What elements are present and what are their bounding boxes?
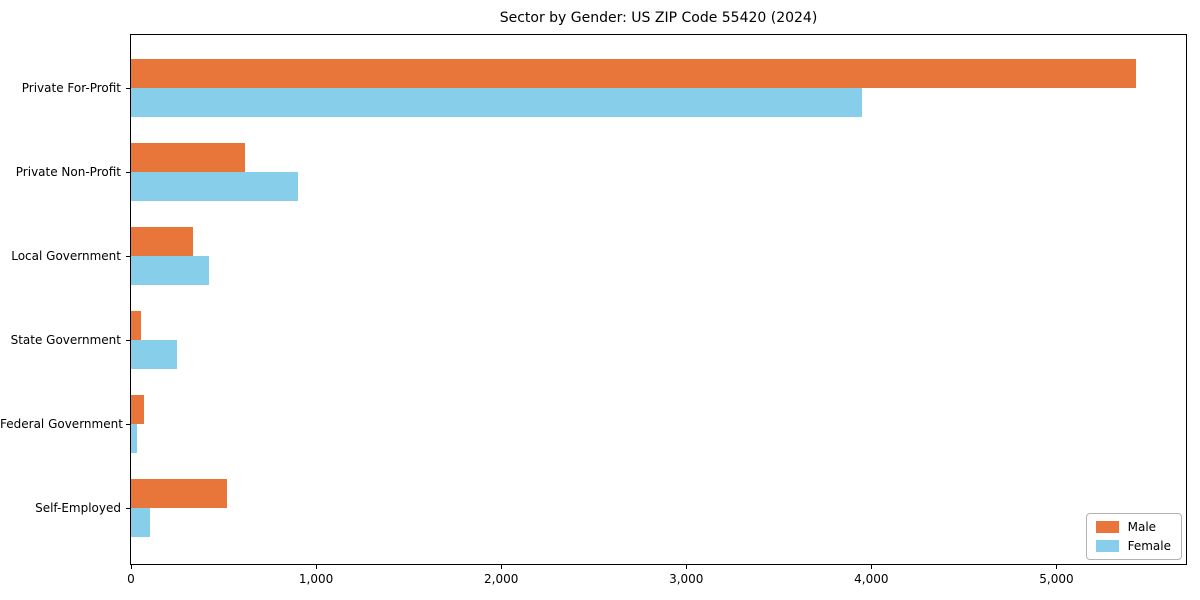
x-tick xyxy=(686,565,688,569)
legend-label-female: Female xyxy=(1127,539,1171,553)
bar-female-4 xyxy=(131,340,178,369)
bar-male-6 xyxy=(131,479,228,508)
legend-entry-male: Male xyxy=(1095,520,1171,534)
x-tick xyxy=(501,565,503,569)
y-axis-label: Private Non-Profit xyxy=(15,165,121,179)
x-tick-label: 1,000 xyxy=(298,572,334,586)
x-tick-label: 2,000 xyxy=(483,572,519,586)
bar-female-1 xyxy=(131,88,863,117)
x-tick-label: 0 xyxy=(127,572,135,586)
x-tick-label: 5,000 xyxy=(1039,572,1074,586)
bar-female-2 xyxy=(131,172,298,201)
y-tick xyxy=(126,508,130,509)
y-tick xyxy=(126,424,130,425)
y-tick xyxy=(126,172,130,173)
legend-label-male: Male xyxy=(1127,520,1157,534)
x-tick-label: 3,000 xyxy=(669,572,704,586)
y-axis-label: State Government xyxy=(10,333,121,347)
x-tick xyxy=(1056,565,1058,569)
bar-female-6 xyxy=(131,508,150,537)
bar-male-4 xyxy=(131,311,142,340)
y-axis-label: Federal Government xyxy=(0,417,123,431)
x-tick-label: 4,000 xyxy=(854,572,889,586)
x-tick xyxy=(871,565,873,569)
x-tick xyxy=(131,565,132,569)
bar-male-1 xyxy=(131,59,1137,88)
legend-entry-female: Female xyxy=(1095,539,1171,553)
y-tick xyxy=(126,88,130,89)
bar-female-5 xyxy=(131,424,138,453)
male-legend-swatch xyxy=(1095,521,1119,533)
y-axis-label: Local Government xyxy=(11,249,121,263)
bar-male-2 xyxy=(131,143,245,172)
bar-male-3 xyxy=(131,227,193,256)
y-axis-label: Self-Employed xyxy=(35,501,121,515)
y-axis-label: Private For-Profit xyxy=(21,81,121,95)
legend: Male Female xyxy=(1085,513,1182,560)
chart-title: Sector by Gender: US ZIP Code 55420 (202… xyxy=(499,10,818,26)
plot-area: Male Female xyxy=(130,34,1187,565)
bar-male-5 xyxy=(131,395,144,424)
female-legend-swatch xyxy=(1095,540,1119,552)
y-tick xyxy=(126,256,130,257)
y-tick xyxy=(126,340,130,341)
bar-female-3 xyxy=(131,256,209,285)
x-tick xyxy=(316,565,318,569)
